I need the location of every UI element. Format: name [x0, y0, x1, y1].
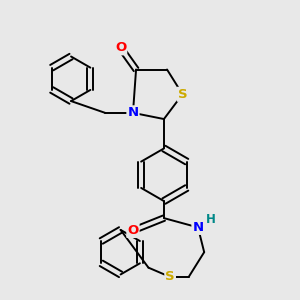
- Text: H: H: [206, 213, 215, 226]
- Text: O: O: [115, 41, 126, 54]
- Text: N: N: [128, 106, 139, 119]
- Text: O: O: [127, 224, 139, 237]
- Text: S: S: [178, 88, 187, 101]
- Text: N: N: [192, 221, 204, 234]
- Text: S: S: [165, 270, 175, 284]
